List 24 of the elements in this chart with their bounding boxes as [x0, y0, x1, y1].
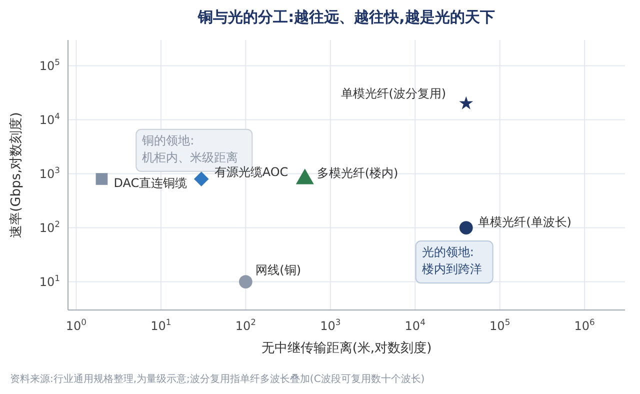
y-tick-label: 10$^{2}$ — [39, 218, 60, 235]
x-tick-label: 10$^{2}$ — [235, 317, 256, 333]
chart-title: 铜与光的分工:越往远、越往快,越是光的天下 — [197, 8, 495, 26]
series-label: 多模光纤(楼内) — [316, 166, 398, 180]
text: 资料来源:行业通用规格整理,为量级示意;波分复用指单纤多波长叠加(C波段可复用数十个波长) — [10, 373, 425, 385]
annotation: 铜的领地: 机柜内、米级距离 — [141, 133, 238, 164]
y-tick-label: 10$^{5}$ — [39, 56, 60, 73]
y-tick-label: 10$^{3}$ — [39, 164, 60, 181]
series-label: 单模光纤(单波长) — [478, 214, 572, 229]
x-tick-label: 10$^{3}$ — [320, 317, 341, 333]
x-axis-title: 无中继传输距离(米,对数刻度) — [261, 340, 432, 356]
x-tick-label: 10$^{0}$ — [66, 317, 87, 333]
x-tick-label: 10$^{4}$ — [404, 317, 426, 333]
x-tick-label: 10$^{5}$ — [490, 317, 510, 333]
y-tick-label: 10$^{4}$ — [39, 110, 60, 127]
annotation: 光的领地: 楼内到跨洋 — [422, 245, 482, 276]
series-label: 网线(铜) — [256, 262, 302, 277]
series-label: 单模光纤(波分复用) — [340, 86, 446, 101]
y-axis-title: 速率(Gbps,对数刻度) — [8, 112, 24, 238]
x-tick-label: 10$^{1}$ — [150, 317, 172, 333]
series-label: DAC直连铜缆 — [114, 176, 188, 190]
x-tick-label: 10$^{6}$ — [574, 317, 595, 333]
series-label: 有源光缆AOC — [214, 165, 288, 179]
y-tick-label: 10$^{1}$ — [39, 272, 60, 289]
